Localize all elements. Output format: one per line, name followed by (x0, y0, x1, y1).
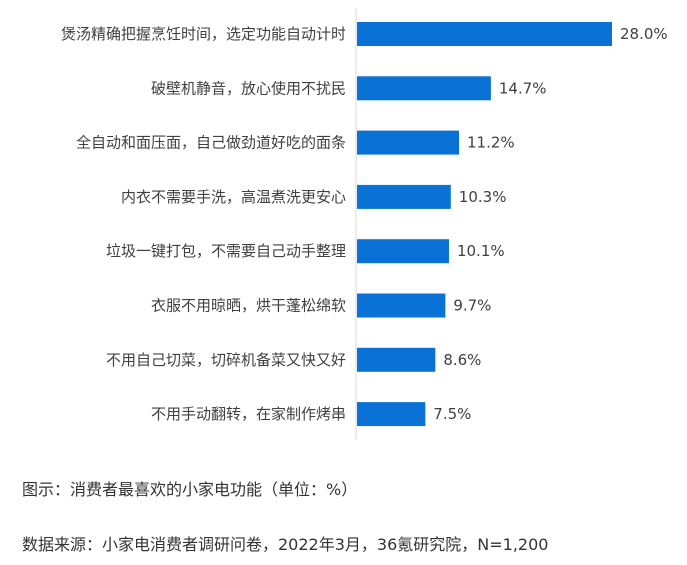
data-label: 10.3% (459, 188, 507, 206)
chart-caption: 图示：消费者最喜欢的小家电功能（单位：%） (22, 480, 358, 499)
bar (357, 293, 446, 318)
data-label: 28.0% (620, 25, 668, 43)
data-label: 9.7% (453, 297, 491, 315)
category-label: 不用自己切菜，切碎机备菜又快又好 (106, 351, 346, 369)
category-label: 破壁机静音，放心使用不扰民 (151, 79, 346, 97)
data-label: 8.6% (443, 351, 481, 369)
data-source-note: 数据来源：小家电消费者调研问卷，2022年3月，36氪研究院，N=1,200 (22, 535, 549, 554)
category-label: 全自动和面压面，自己做劲道好吃的面条 (76, 134, 346, 152)
category-label: 煲汤精确把握烹饪时间，选定功能自动计时 (61, 25, 346, 43)
data-label: 10.1% (457, 242, 505, 260)
bar (357, 22, 612, 46)
data-label: 11.2% (467, 134, 515, 152)
category-label: 不用手动翻转，在家制作烤串 (151, 405, 346, 423)
data-label: 14.7% (499, 79, 547, 97)
data-label: 7.5% (433, 405, 471, 423)
bar (357, 347, 436, 372)
bar-chart: 煲汤精确把握烹饪时间，选定功能自动计时 28.0% 破壁机静音，放心使用不扰民 14.… (61, 8, 668, 440)
bar (357, 239, 449, 264)
bar (357, 130, 459, 155)
category-label: 垃圾一键打包，不需要自己动手整理 (106, 242, 346, 260)
category-label: 衣服不用晾晒，烘干蓬松绵软 (151, 297, 346, 315)
bars-group: 煲汤精确把握烹饪时间，选定功能自动计时 28.0% 破壁机静音，放心使用不扰民 14.… (61, 22, 668, 427)
bar (357, 76, 491, 101)
category-label: 内衣不需要手洗，高温煮洗更安心 (121, 188, 346, 206)
bar (357, 184, 451, 209)
bar (357, 402, 426, 427)
